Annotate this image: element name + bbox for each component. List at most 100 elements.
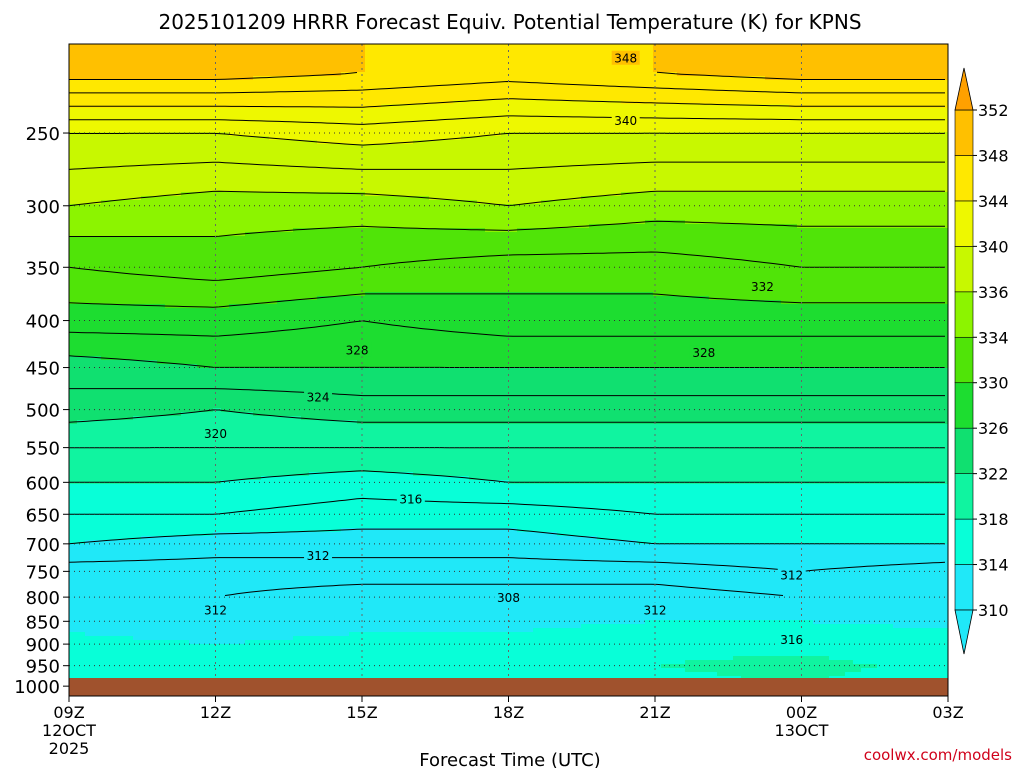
field-cell: [533, 216, 542, 221]
field-cell: [821, 128, 830, 133]
field-cell: [117, 212, 126, 217]
field-cell: [733, 212, 742, 217]
field-cell: [821, 200, 830, 205]
field-cell: [165, 112, 174, 117]
field-cell: [333, 68, 342, 73]
field-cell: [933, 196, 942, 201]
field-cell: [869, 64, 878, 69]
field-cell: [213, 120, 222, 125]
field-cell: [789, 220, 798, 225]
field-cell: [245, 52, 254, 57]
field-cell: [549, 56, 558, 61]
field-cell: [285, 64, 294, 69]
field-cell: [709, 172, 718, 177]
field-cell: [621, 128, 630, 133]
field-cell: [645, 140, 654, 145]
field-cell: [277, 120, 286, 125]
field-cell: [109, 140, 118, 145]
field-cell: [125, 224, 134, 229]
field-cell: [149, 60, 158, 65]
field-cell: [85, 88, 94, 93]
field-cell: [93, 176, 102, 181]
field-cell: [157, 136, 166, 141]
field-cell: [677, 64, 686, 69]
field-cell: [69, 216, 78, 221]
field-cell: [605, 96, 614, 101]
field-cell: [685, 180, 694, 185]
field-cell: [757, 192, 766, 197]
field-cell: [765, 44, 774, 49]
field-cell: [853, 176, 862, 181]
field-cell: [821, 220, 830, 225]
field-cell: [709, 152, 718, 157]
field-cell: [853, 200, 862, 205]
field-cell: [301, 48, 310, 53]
field-cell: [661, 52, 670, 57]
field-cell: [693, 152, 702, 157]
field-cell: [877, 188, 886, 193]
field-cell: [757, 148, 766, 153]
field-cell: [549, 92, 558, 97]
field-cell: [661, 144, 670, 149]
field-cell: [597, 76, 606, 81]
field-cell: [773, 180, 782, 185]
field-cell: [181, 100, 190, 105]
field-cell: [461, 72, 470, 77]
field-cell: [701, 52, 710, 57]
field-cell: [421, 200, 430, 205]
field-cell: [309, 208, 318, 213]
field-cell: [805, 120, 814, 125]
field-cell: [669, 96, 678, 101]
field-cell: [565, 124, 574, 129]
field-cell: [253, 96, 262, 101]
field-cell: [621, 144, 630, 149]
field-cell: [717, 124, 726, 129]
field-cell: [669, 48, 678, 53]
field-cell: [565, 156, 574, 161]
field-cell: [541, 76, 550, 81]
field-cell: [317, 52, 326, 57]
field-cell: [933, 192, 942, 197]
field-cell: [773, 100, 782, 105]
field-cell: [645, 76, 654, 81]
field-cell: [365, 160, 374, 165]
field-cell: [325, 68, 334, 73]
field-cell: [485, 104, 494, 109]
field-cell: [829, 140, 838, 145]
field-cell: [93, 64, 102, 69]
field-cell: [189, 44, 198, 49]
field-cell: [277, 224, 286, 229]
field-cell: [429, 204, 438, 209]
field-cell: [357, 80, 366, 85]
field-cell: [909, 108, 918, 113]
field-cell: [205, 44, 214, 49]
field-cell: [485, 168, 494, 173]
field-cell: [573, 96, 582, 101]
field-cell: [469, 212, 478, 217]
field-cell: [893, 56, 902, 61]
field-cell: [837, 148, 846, 153]
field-cell: [317, 168, 326, 173]
field-cell: [125, 72, 134, 77]
field-cell: [253, 196, 262, 201]
field-cell: [533, 180, 542, 185]
field-cell: [765, 104, 774, 109]
field-cell: [757, 120, 766, 125]
field-cell: [101, 192, 110, 197]
field-cell: [293, 52, 302, 57]
field-cell: [701, 144, 710, 149]
field-cell: [909, 88, 918, 93]
field-cell: [485, 56, 494, 61]
field-cell: [261, 148, 270, 153]
field-cell: [461, 220, 470, 225]
field-cell: [477, 84, 486, 89]
field-cell: [917, 108, 926, 113]
field-cell: [461, 144, 470, 149]
field-cell: [309, 96, 318, 101]
field-cell: [877, 136, 886, 141]
field-cell: [149, 88, 158, 93]
field-cell: [413, 112, 422, 117]
field-cell: [629, 84, 638, 89]
field-cell: [317, 84, 326, 89]
field-cell: [533, 104, 542, 109]
